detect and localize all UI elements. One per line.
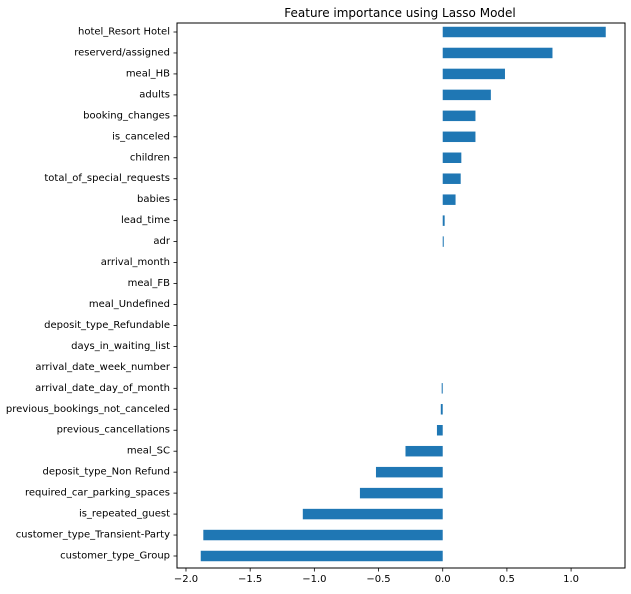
y-tick-label: deposit_type_Refundable — [44, 320, 170, 331]
x-tick-label: −1.0 — [302, 574, 326, 585]
x-tick-label: −1.5 — [238, 574, 262, 585]
bar-deposit-type-non-refund — [375, 466, 443, 478]
x-tick-label: −2.0 — [174, 574, 198, 585]
y-tick-label: booking_changes — [83, 110, 170, 121]
bar-previous-bookings-not-canceled — [440, 404, 443, 415]
y-tick-label: is_repeated_guest — [79, 509, 170, 520]
bar-meal-sc — [405, 445, 443, 457]
bar-customer-type-transient-party — [203, 529, 443, 541]
bar-children — [442, 152, 462, 163]
y-tick-label: meal_Undefined — [89, 299, 170, 310]
bar-arrival-date-day-of-month — [441, 383, 443, 394]
y-tick-label: adr — [153, 236, 170, 247]
bar-previous-cancellations — [436, 425, 443, 436]
x-tick-label: 0.5 — [499, 574, 515, 585]
y-tick-label: deposit_type_Non Refund — [42, 467, 170, 478]
bars-layer — [200, 26, 606, 562]
y-tick-label: customer_type_Group — [60, 551, 170, 562]
y-tick-label: meal_HB — [126, 68, 170, 79]
bar-booking-changes — [442, 110, 476, 122]
y-tick-label: lead_time — [121, 215, 170, 226]
y-tick-label: meal_FB — [128, 278, 171, 289]
y-tick-label: required_car_parking_spaces — [25, 488, 170, 499]
y-tick-label: arrival_date_day_of_month — [35, 383, 170, 394]
y-tick-label: is_canceled — [112, 131, 170, 142]
y-tick-label: customer_type_Transient-Party — [16, 530, 170, 541]
y-tick-label: meal_SC — [127, 446, 170, 457]
y-tick-label: adults — [139, 89, 170, 100]
bar-meal-hb — [442, 68, 505, 80]
bar-adr — [442, 236, 444, 247]
y-tick-label: previous_cancellations — [57, 425, 170, 436]
bar-required-car-parking-spaces — [359, 487, 443, 499]
x-tick-label: 1.0 — [563, 574, 579, 585]
bar-is-canceled — [442, 131, 476, 143]
y-axis: hotel_Resort Hotel reserverd/assigned meal… — [6, 27, 177, 562]
bar-reserverd-assigned — [442, 47, 553, 59]
y-tick-label: children — [130, 152, 170, 163]
bar-customer-type-group — [200, 550, 443, 562]
chart-title: Feature importance using Lasso Model — [284, 6, 516, 20]
x-tick-label: −0.5 — [366, 574, 390, 585]
y-tick-label: previous_bookings_not_canceled — [6, 404, 170, 415]
x-tick-label: 0.0 — [435, 574, 451, 585]
y-tick-label: total_of_special_requests — [44, 173, 170, 184]
plot-frame — [176, 22, 626, 569]
bar-hotel-resort-hotel — [442, 26, 606, 38]
x-axis: −2.0 −1.5 −1.0 −0.5 0.0 0.5 1.0 — [174, 568, 579, 585]
y-tick-label: arrival_date_week_number — [35, 362, 171, 373]
bar-is-repeated-guest — [302, 508, 443, 520]
bar-babies — [442, 194, 456, 205]
bar-lead-time — [442, 215, 445, 226]
y-tick-label: days_in_waiting_list — [71, 341, 170, 352]
y-tick-label: babies — [137, 194, 170, 205]
y-tick-label: arrival_month — [101, 257, 170, 268]
y-tick-label: hotel_Resort Hotel — [78, 27, 170, 38]
y-tick-label: reserverd/assigned — [74, 47, 170, 58]
bar-total-of-special-requests — [442, 173, 461, 184]
bar-adults — [442, 89, 491, 101]
